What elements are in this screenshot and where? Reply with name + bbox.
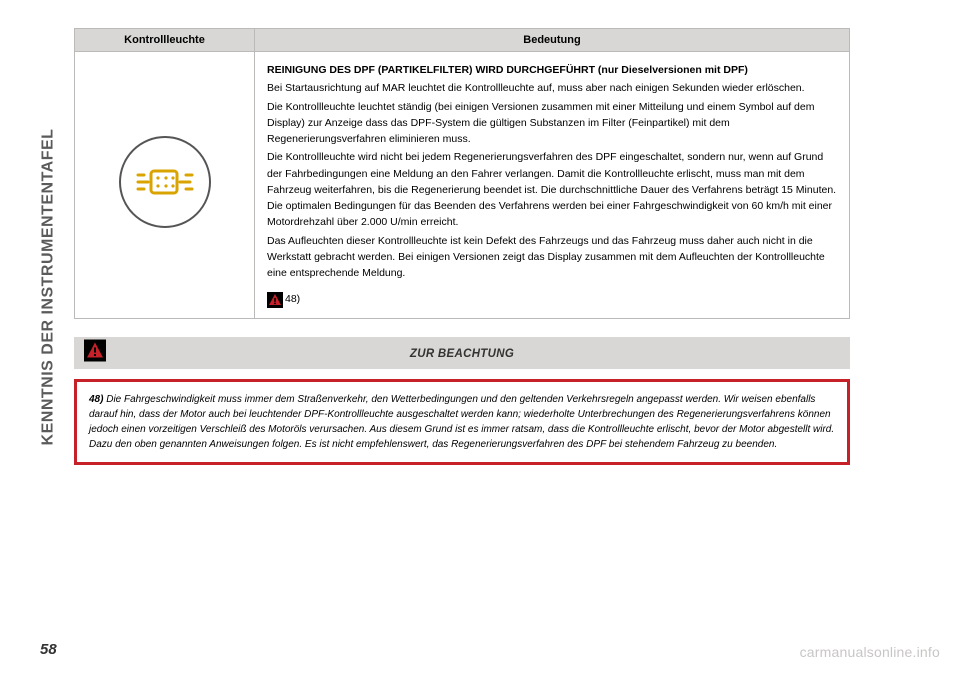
page-content: Kontrollleuchte Bedeutung	[74, 28, 850, 465]
manual-page: KENNTNIS DER INSTRUMENTENTAFEL Kontrolll…	[0, 0, 960, 678]
warning-triangle-icon	[84, 339, 106, 361]
desc-title: REINIGUNG DES DPF (PARTIKELFILTER) WIRD …	[267, 62, 837, 78]
table-header-row: Kontrollleuchte Bedeutung	[75, 29, 850, 52]
desc-p4: Das Aufleuchten dieser Kontrollleuchte i…	[267, 233, 837, 282]
dpf-warning-icon	[119, 136, 211, 228]
attention-box: 48) Die Fahrgeschwindigkeit muss immer d…	[74, 379, 850, 465]
cell-description: REINIGUNG DES DPF (PARTIKELFILTER) WIRD …	[255, 52, 850, 319]
desc-p2: Die Kontrollleuchte leuchtet ständig (be…	[267, 99, 837, 148]
footnote-ref: 48)	[267, 291, 300, 307]
attention-text: Die Fahrgeschwindigkeit muss immer dem S…	[89, 394, 834, 450]
desc-p3: Die Kontrollleuchte wird nicht bei jedem…	[267, 149, 837, 230]
attention-lead: 48)	[89, 394, 103, 405]
col-header-kontrollleuchte: Kontrollleuchte	[75, 29, 255, 52]
footer-source-anchor[interactable]: carmanualsonline.info	[800, 644, 940, 660]
warning-light-table: Kontrollleuchte Bedeutung	[74, 28, 850, 319]
section-side-label-text: KENNTNIS DER INSTRUMENTENTAFEL	[39, 129, 57, 446]
table-row: REINIGUNG DES DPF (PARTIKELFILTER) WIRD …	[75, 52, 850, 319]
section-side-label: KENNTNIS DER INSTRUMENTENTAFEL	[34, 32, 62, 542]
attention-bar: ZUR BEACHTUNG	[74, 337, 850, 369]
page-number: 58	[40, 641, 57, 658]
warning-triangle-icon	[267, 292, 283, 308]
cell-icon	[75, 52, 255, 319]
footnote-number: 48)	[285, 293, 300, 305]
attention-bar-icon	[84, 339, 106, 366]
col-header-bedeutung: Bedeutung	[255, 29, 850, 52]
footer-source-link[interactable]: carmanualsonline.info	[800, 644, 940, 660]
desc-p1: Bei Startausrichtung auf MAR leuchtet di…	[267, 80, 837, 96]
attention-bar-label: ZUR BEACHTUNG	[410, 348, 514, 360]
